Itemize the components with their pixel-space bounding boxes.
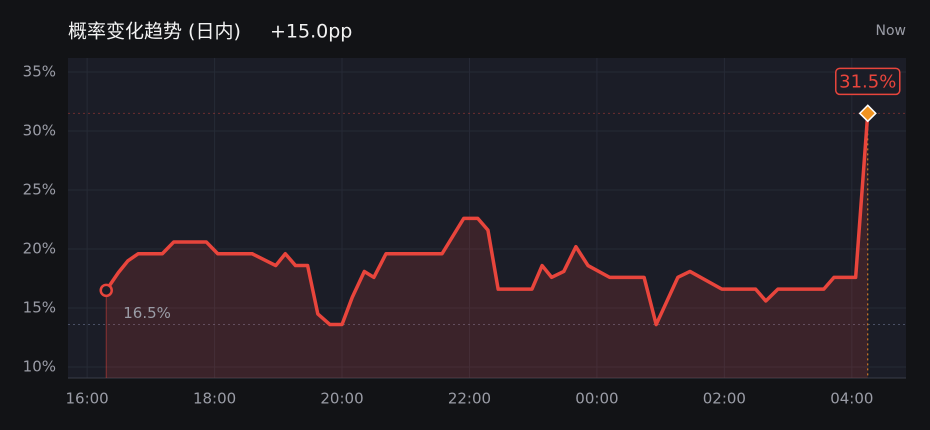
line [104, 113, 870, 327]
x-tick-label: 22:00 [448, 390, 491, 408]
x-tick-label: 18:00 [193, 390, 236, 408]
now-label: Now [876, 23, 907, 39]
value-label: 31.5% [839, 71, 896, 92]
y-tick-label: 35% [23, 63, 56, 81]
change-label: +15.0pp [270, 21, 352, 43]
area [106, 113, 868, 378]
x-tick-label: 20:00 [320, 390, 363, 408]
y-tick-label: 30% [23, 122, 56, 140]
y-tick-label: 25% [23, 181, 56, 199]
value-label: 16.5% [123, 304, 171, 322]
value-label-box [835, 67, 901, 96]
x-tick-label: 04:00 [830, 390, 873, 408]
x-tick-label: 16:00 [66, 390, 109, 408]
chart-title: 概率变化趋势 (日内) [68, 21, 241, 43]
plot-area [68, 58, 906, 378]
y-tick-label: 15% [23, 299, 56, 317]
x-tick-label: 00:00 [575, 390, 618, 408]
start-marker [99, 283, 113, 298]
x-tick-label: 02:00 [703, 390, 746, 408]
end-marker [858, 104, 877, 123]
y-tick-label: 10% [23, 358, 56, 376]
y-tick-label: 20% [23, 240, 56, 258]
